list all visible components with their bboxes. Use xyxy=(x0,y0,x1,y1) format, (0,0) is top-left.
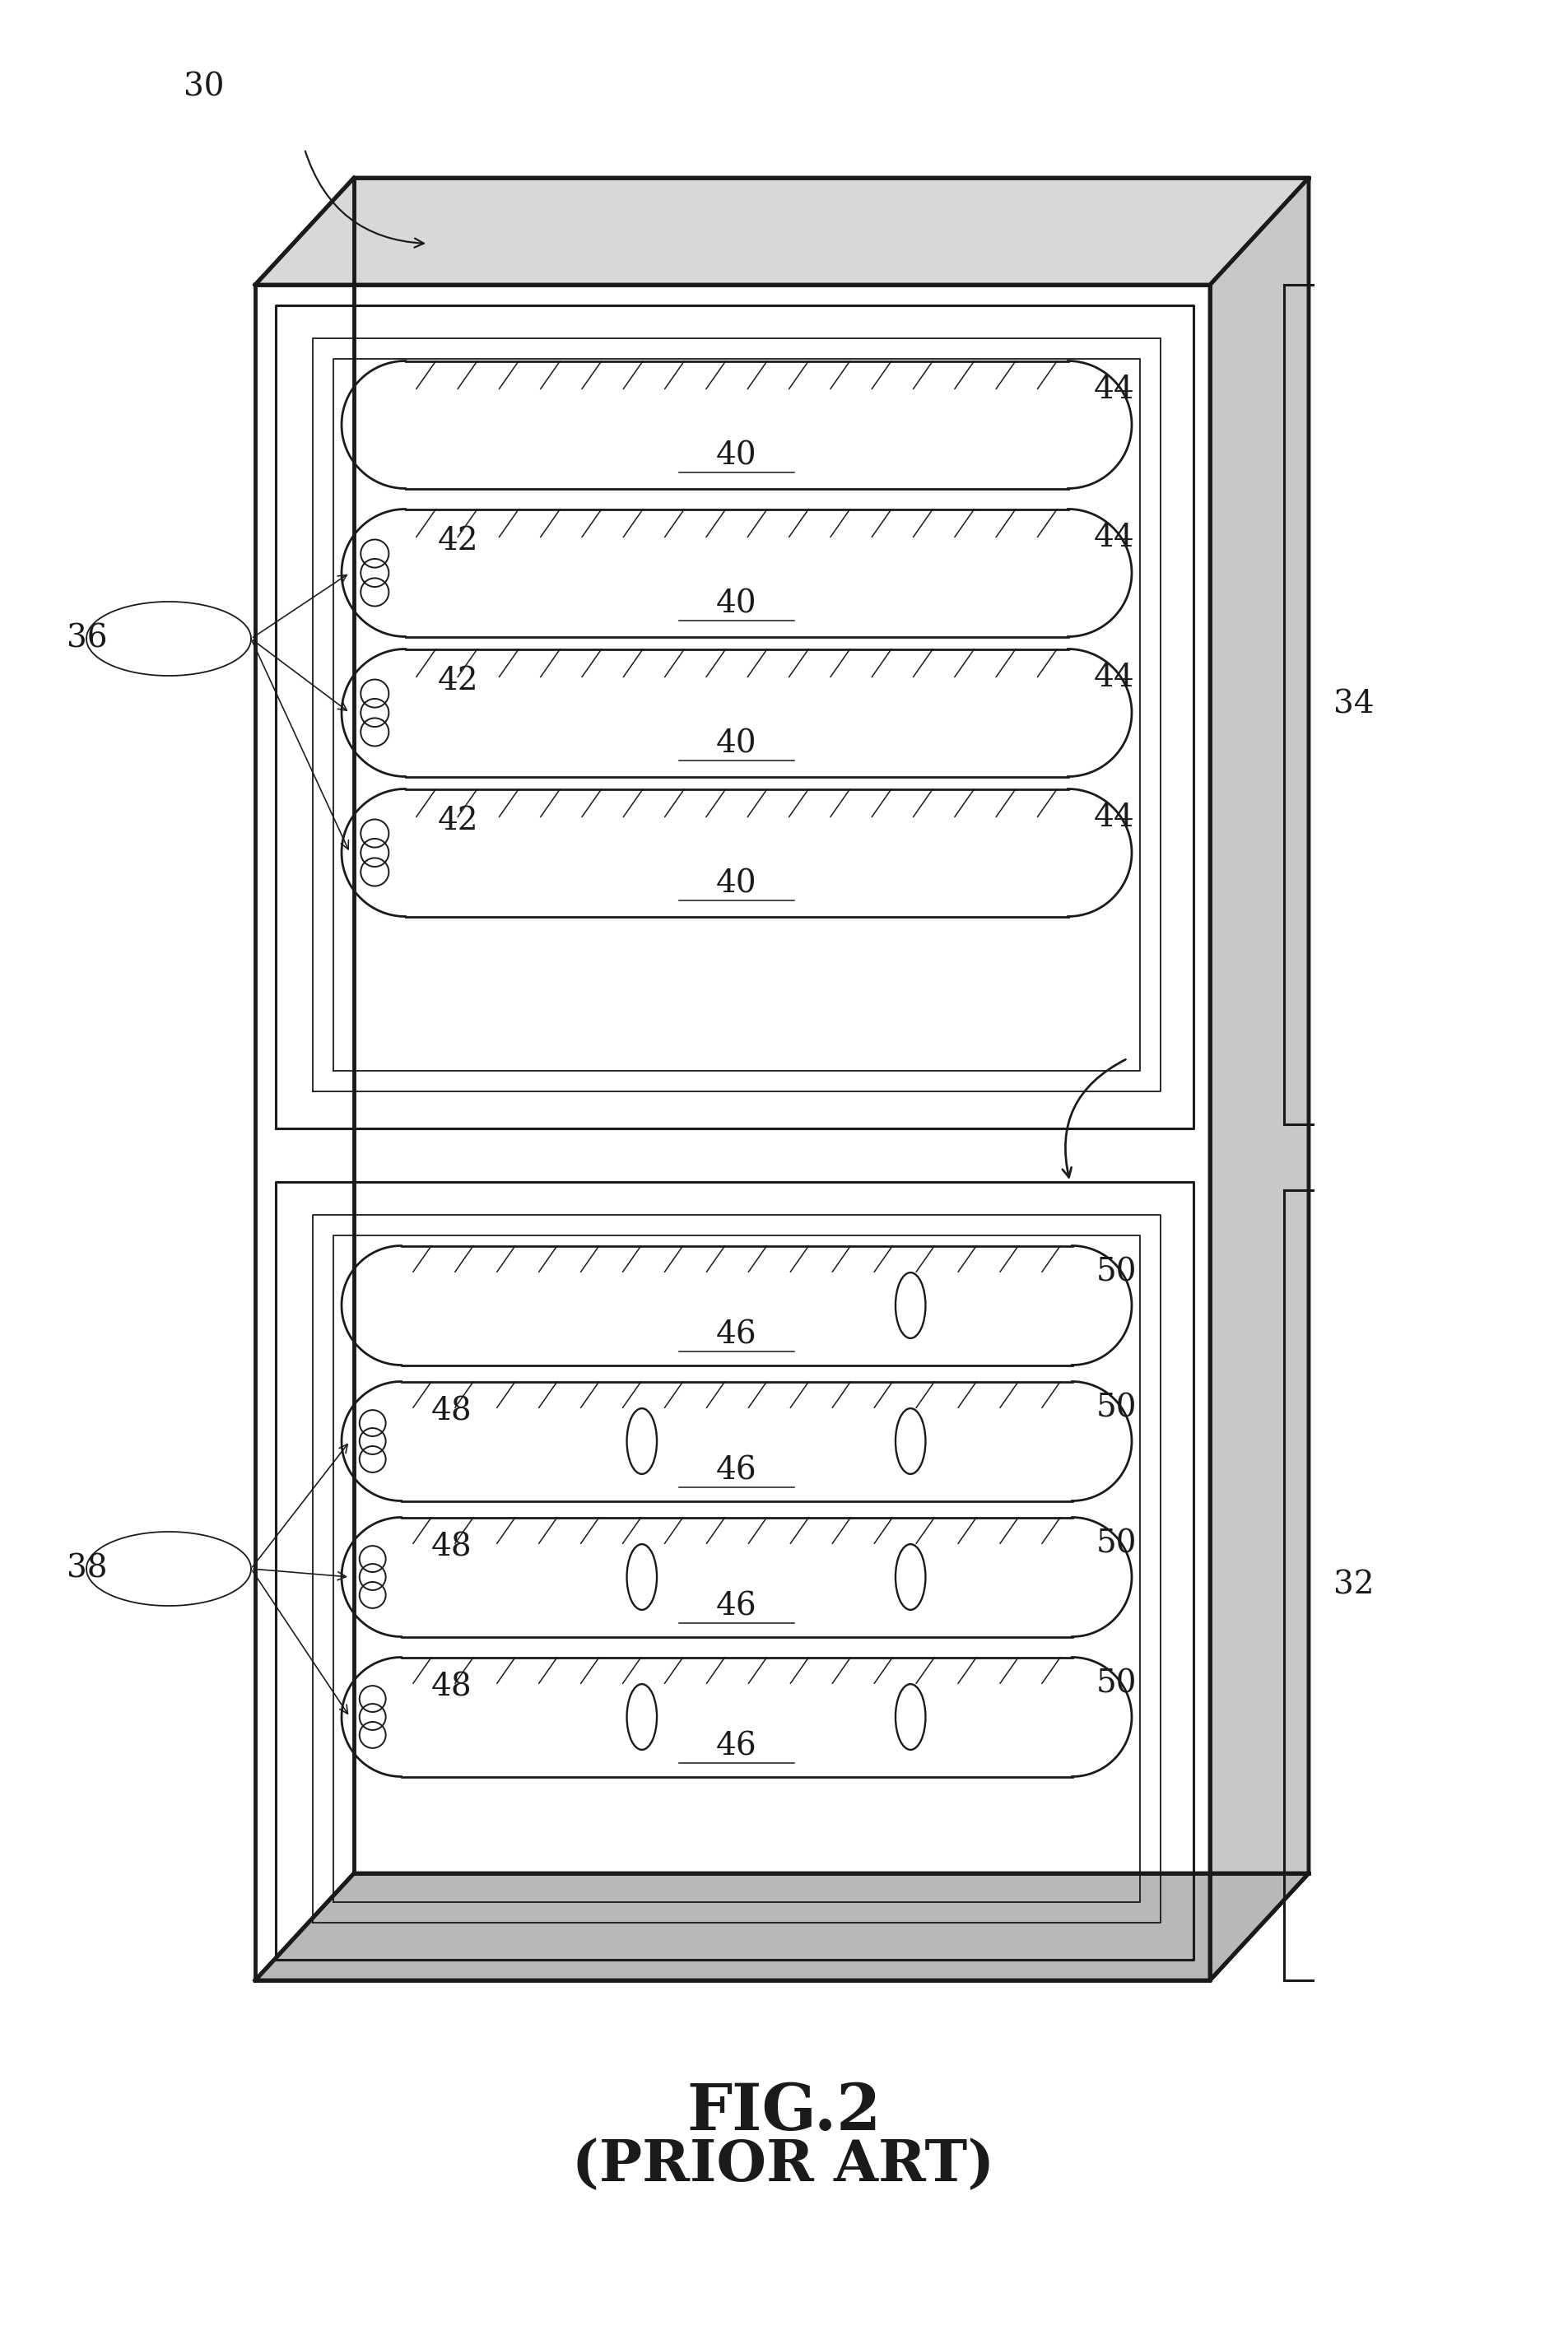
Text: 40: 40 xyxy=(717,868,757,900)
Ellipse shape xyxy=(627,1684,657,1749)
Text: 34: 34 xyxy=(1333,688,1374,719)
Text: 48: 48 xyxy=(431,1396,472,1426)
Text: 46: 46 xyxy=(717,1591,757,1621)
Text: 30: 30 xyxy=(183,72,224,102)
Ellipse shape xyxy=(627,1407,657,1475)
Text: 42: 42 xyxy=(437,805,478,835)
Text: 44: 44 xyxy=(1093,802,1134,833)
Text: 40: 40 xyxy=(717,728,757,758)
Polygon shape xyxy=(256,177,1309,284)
Text: 50: 50 xyxy=(1096,1393,1137,1424)
Text: 50: 50 xyxy=(1096,1258,1137,1289)
Text: 50: 50 xyxy=(1096,1528,1137,1558)
Text: 36: 36 xyxy=(66,623,107,654)
Ellipse shape xyxy=(895,1272,925,1337)
Text: 44: 44 xyxy=(1093,523,1134,554)
Text: 44: 44 xyxy=(1093,663,1134,693)
Polygon shape xyxy=(256,1872,1309,1979)
Polygon shape xyxy=(1210,177,1309,1979)
Text: 46: 46 xyxy=(717,1456,757,1486)
Ellipse shape xyxy=(895,1407,925,1475)
Ellipse shape xyxy=(627,1544,657,1610)
Text: 48: 48 xyxy=(431,1533,472,1563)
Text: 40: 40 xyxy=(717,440,757,472)
Ellipse shape xyxy=(895,1544,925,1610)
Text: 46: 46 xyxy=(717,1319,757,1351)
Text: 38: 38 xyxy=(66,1554,107,1584)
Text: 48: 48 xyxy=(431,1672,472,1703)
Text: 50: 50 xyxy=(1096,1668,1137,1700)
Text: 44: 44 xyxy=(1093,374,1134,405)
Text: FIG.2: FIG.2 xyxy=(687,2082,881,2142)
Text: 32: 32 xyxy=(1333,1570,1374,1600)
Ellipse shape xyxy=(895,1684,925,1749)
Text: 40: 40 xyxy=(717,588,757,619)
Text: 46: 46 xyxy=(717,1731,757,1761)
Text: 42: 42 xyxy=(437,526,478,556)
Text: (PRIOR ART): (PRIOR ART) xyxy=(572,2138,994,2193)
Text: 42: 42 xyxy=(437,665,478,695)
